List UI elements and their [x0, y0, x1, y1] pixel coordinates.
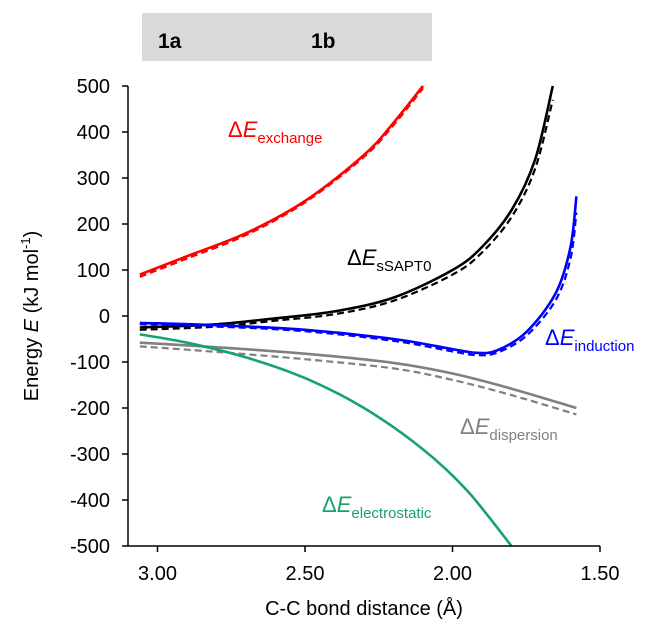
x-tick-label: 3.00 [138, 563, 177, 585]
series-line-sSAPT0-1a [139, 85, 555, 329]
y-tick-label: -300 [70, 444, 110, 466]
series-line-electrostatic-1a [139, 333, 513, 547]
y-tick-label: -500 [70, 536, 110, 558]
y-tick-label: -100 [70, 352, 110, 374]
legend-label-1a: 1a [158, 30, 182, 53]
series-label-dispersion: ΔEdispersion [460, 414, 558, 444]
x-axis-title: C-C bond distance (Å) [265, 597, 463, 620]
series-line-exchange-1b [139, 87, 424, 278]
series-line-dispersion-1b [139, 345, 577, 416]
series-label-sSAPT0: ΔEsSAPT0 [347, 245, 431, 275]
series-line-dispersion-1a [139, 341, 577, 410]
series-label-electrostatic: ΔEelectrostatic [322, 492, 432, 522]
legend-box [142, 13, 432, 61]
legend-label-1b: 1b [311, 30, 336, 53]
y-tick-label: 0 [99, 306, 110, 328]
y-axis-title: Energy E (kJ mol-1) [18, 231, 43, 402]
series-line-induction-1b [139, 212, 578, 357]
series-line-exchange-1a [139, 85, 425, 276]
y-tick-label: 500 [77, 76, 110, 98]
y-tick-label: 100 [77, 260, 110, 282]
y-tick-label: 300 [77, 168, 110, 190]
x-tick-label: 2.00 [433, 563, 472, 585]
x-tick-label: 2.50 [286, 563, 325, 585]
y-tick-label: 400 [77, 122, 110, 144]
plot-area [128, 86, 600, 546]
x-tick-label: 1.50 [581, 563, 620, 585]
y-tick-label: 200 [77, 214, 110, 236]
series-line-sSAPT0-1b [139, 99, 554, 331]
series-label-exchange: ΔEexchange [228, 117, 322, 147]
y-tick-label: -200 [70, 398, 110, 420]
series-line-induction-1a [139, 196, 578, 355]
y-tick-label: -400 [70, 490, 110, 512]
series-label-induction: ΔEinduction [545, 325, 634, 355]
